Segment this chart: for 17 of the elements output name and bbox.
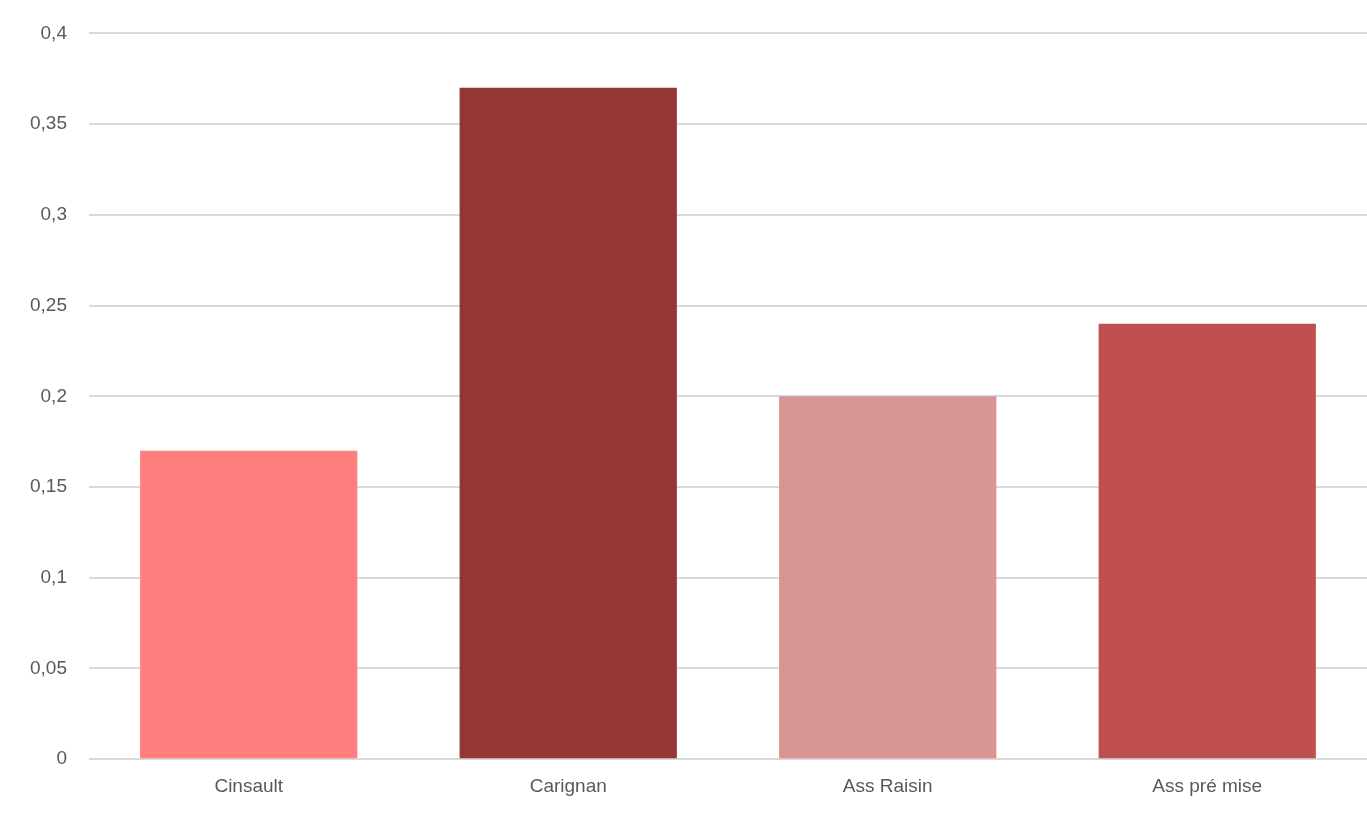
y-tick-label: 0,25 [30, 293, 67, 315]
y-tick-label: 0,2 [40, 384, 67, 406]
y-tick-label: 0 [56, 747, 67, 769]
bar [140, 450, 358, 759]
x-tick-label: Ass pré mise [1152, 774, 1263, 796]
x-tick-label: Cinsault [214, 774, 284, 796]
x-tick-label: Ass Raisin [842, 774, 933, 796]
y-tick-label: 0,15 [30, 475, 67, 497]
y-tick-label: 0,3 [40, 203, 67, 225]
bar [1098, 323, 1316, 759]
y-tick-label: 0,1 [40, 565, 67, 587]
x-tick-label: Carignan [529, 774, 607, 796]
y-tick-label: 0,4 [40, 21, 68, 43]
bar [459, 87, 677, 759]
y-tick-label: 0,35 [30, 112, 67, 134]
y-tick-label: 0,05 [30, 656, 67, 678]
bar [779, 396, 997, 759]
